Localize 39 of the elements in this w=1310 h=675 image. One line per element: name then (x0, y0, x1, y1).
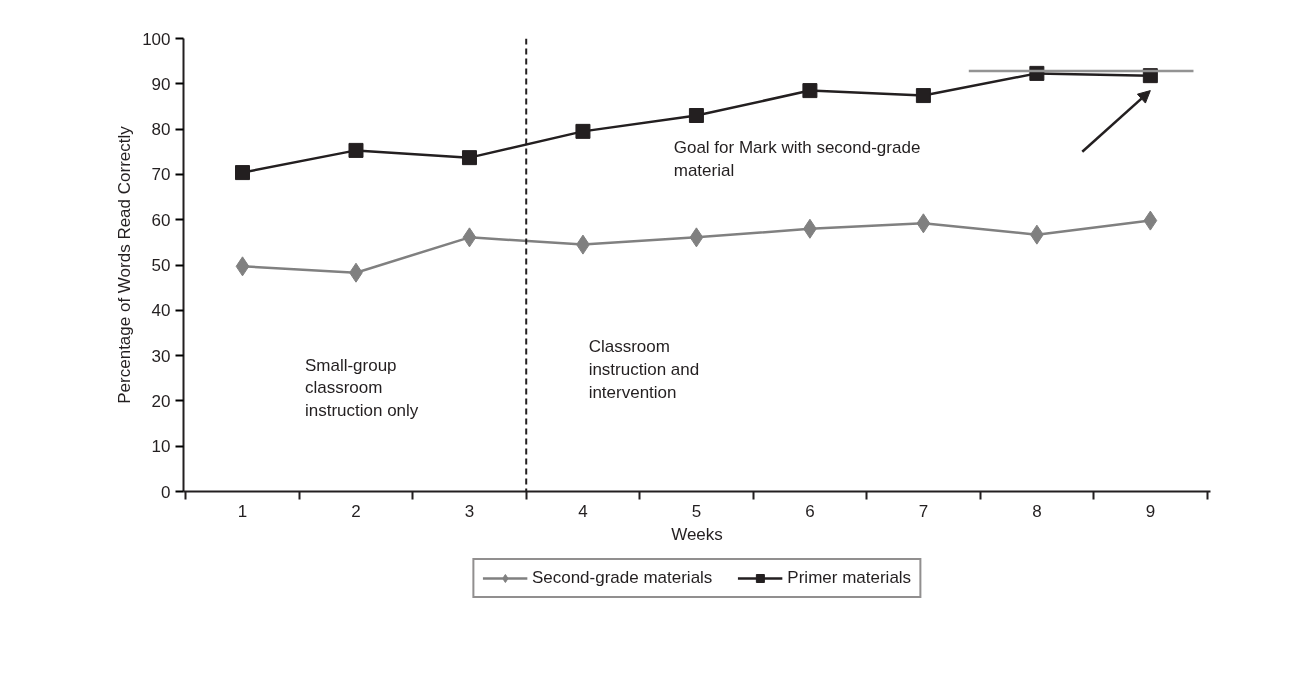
point (461, 150, 477, 166)
y-tick-label: 30 (151, 346, 171, 366)
x-tick-label: 5 (691, 501, 702, 521)
y-tick-label: 40 (151, 301, 171, 321)
x-tick-label: 1 (237, 501, 248, 521)
annotation: Small-group classroom instruction only (304, 355, 419, 421)
y-tick-label: 90 (151, 74, 171, 94)
point (915, 88, 931, 104)
annotation: Classroom instruction and intervention (588, 337, 700, 403)
y-tick-label: 100 (142, 29, 171, 49)
point (348, 142, 364, 158)
y-tick-label: 0 (161, 482, 171, 502)
point (802, 83, 818, 99)
y-axis-title: Percentage of Words Read Correctly (115, 125, 135, 404)
x-tick-label: 9 (1145, 501, 1156, 521)
point (575, 123, 591, 139)
y-tick-label: 20 (151, 391, 171, 411)
point (916, 213, 931, 234)
x-axis-title: Weeks (671, 524, 723, 544)
point (235, 165, 251, 181)
y-tick-label: 80 (151, 120, 171, 140)
x-tick-label: 7 (918, 501, 929, 521)
point (1143, 210, 1158, 231)
y-tick-label: 60 (151, 210, 171, 230)
point (235, 256, 250, 277)
y-tick-label: 50 (151, 256, 171, 275)
y-tick-label: 70 (151, 165, 171, 185)
x-tick-label: 8 (1032, 501, 1042, 521)
point (688, 108, 704, 124)
legend-label: Second-grade materials (531, 568, 713, 588)
x-tick-label: 3 (464, 501, 475, 521)
point (689, 227, 704, 248)
x-tick-label: 2 (351, 501, 361, 521)
legend-label: Primer materials (787, 568, 912, 588)
annotation: Goal for Mark with second-grade material (673, 138, 921, 180)
x-tick-label: 4 (578, 501, 588, 521)
y-tick-label: 10 (151, 437, 171, 457)
point (462, 227, 477, 248)
x-tick-label: 6 (805, 501, 815, 521)
